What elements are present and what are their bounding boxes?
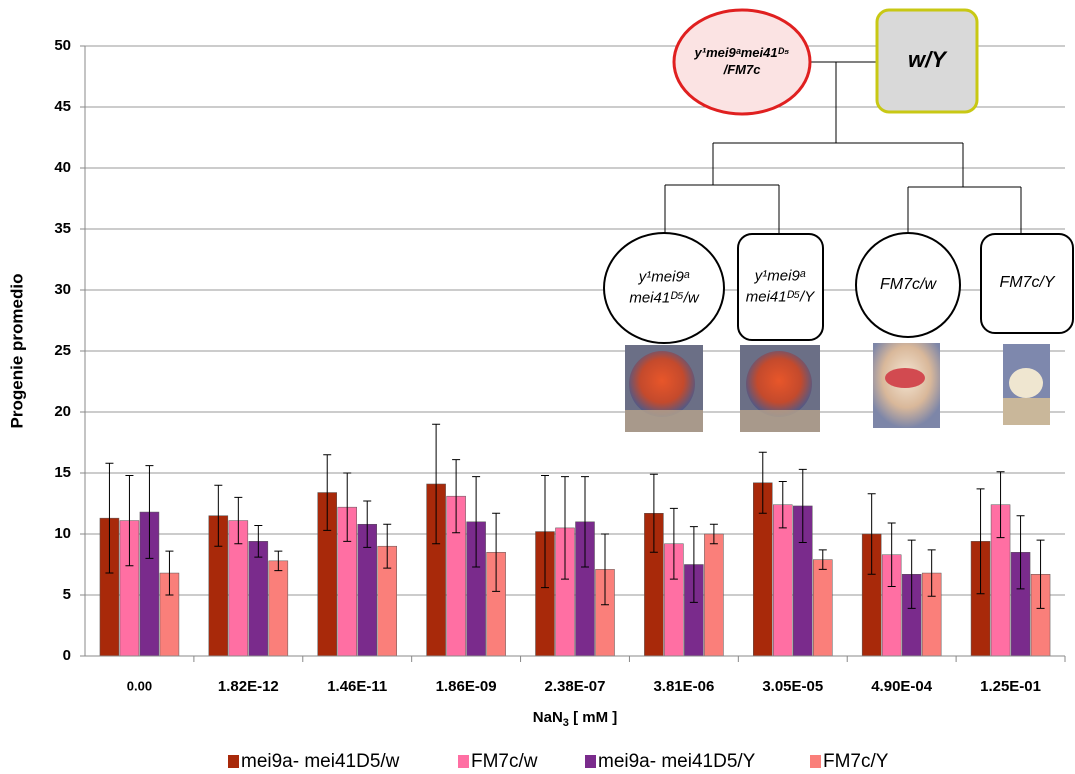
y-tick-label: 30 — [54, 281, 71, 298]
photo — [746, 351, 812, 417]
legend-label: FM7c/Y — [823, 751, 889, 772]
photo — [1003, 398, 1050, 425]
node-label: mei41ᴰ⁵/w — [629, 289, 699, 306]
node-label: /FM7c — [723, 62, 762, 77]
legend: mei9a- mei41D5/w FM7c/w mei9a- mei41D5/Y FM… — [228, 751, 889, 772]
y-tick-label: 10 — [54, 525, 71, 542]
x-tick-label: 1.82E-12 — [218, 678, 279, 695]
x-tick-label: 0.00 — [127, 678, 152, 693]
legend-label: mei9a- mei41D5/w — [241, 751, 400, 772]
y-tick-label: 35 — [54, 220, 71, 237]
node-label: w/Y — [908, 47, 948, 72]
x-tick-label: 1.25E-01 — [980, 678, 1041, 695]
child-node — [738, 234, 823, 340]
y-axis-label: Progenie promedio — [7, 274, 26, 429]
legend-swatch — [458, 755, 469, 768]
y-tick-label: 5 — [63, 586, 71, 603]
bars — [100, 424, 1050, 656]
x-tick-label: 2.38E-07 — [545, 678, 606, 695]
node-label: mei41ᴰ⁵/Y — [746, 288, 815, 305]
y-tick-label: 50 — [54, 37, 71, 54]
child-node — [604, 233, 724, 343]
bar — [704, 534, 723, 656]
photo — [740, 410, 820, 432]
node-label: y¹mei9ᵃ — [638, 268, 690, 285]
x-label-part: [ mM ] — [569, 709, 617, 726]
y-tick-label: 0 — [63, 647, 71, 664]
chart: 0 5 10 15 20 25 30 35 40 45 50 Progenie promedio N… — [0, 0, 1075, 774]
x-tick-label: 1.86E-09 — [436, 678, 497, 695]
y-tick-label: 25 — [54, 342, 71, 359]
cross-diagram — [604, 10, 1073, 432]
bar — [249, 541, 268, 656]
x-axis-label: NaN3 [ mM ] — [533, 709, 617, 729]
node-label: y¹mei9ᵃmei41ᴰ⁵ — [694, 45, 790, 60]
legend-label: FM7c/w — [471, 751, 538, 772]
node-label: y¹mei9ᵃ — [754, 267, 806, 284]
photo — [629, 351, 695, 417]
y-tick-label: 40 — [54, 159, 71, 176]
photo — [1009, 368, 1043, 398]
y-tick-label: 20 — [54, 403, 71, 420]
legend-swatch — [585, 755, 596, 768]
node-label: FM7c/w — [880, 276, 937, 293]
x-tick-label: 3.05E-05 — [762, 678, 823, 695]
photo — [885, 368, 925, 388]
photo — [625, 410, 703, 432]
legend-label: mei9a- mei41D5/Y — [598, 751, 756, 772]
bar — [813, 560, 832, 656]
y-tick-label: 15 — [54, 464, 71, 481]
legend-swatch — [810, 755, 821, 768]
x-label-part: NaN — [533, 709, 563, 726]
legend-swatch — [228, 755, 239, 768]
node-label: FM7c/Y — [999, 274, 1055, 291]
x-tick-label: 1.46E-11 — [327, 678, 387, 695]
bar — [269, 561, 288, 656]
y-tick-label: 45 — [54, 98, 71, 115]
x-tick-label: 3.81E-06 — [653, 678, 714, 695]
x-tick-label: 4.90E-04 — [871, 678, 933, 695]
